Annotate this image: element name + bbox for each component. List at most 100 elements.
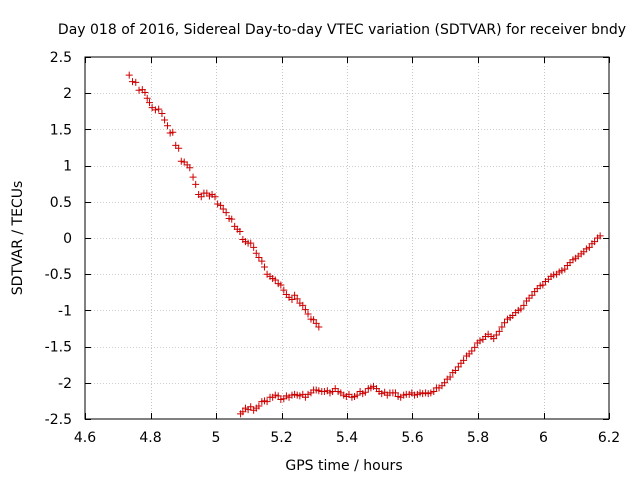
data-point: [161, 116, 169, 124]
data-point: [391, 389, 399, 397]
data-point: [471, 343, 479, 351]
data-point: [310, 316, 318, 324]
data-point: [353, 391, 361, 399]
data-point: [460, 356, 468, 364]
data-point: [169, 128, 177, 136]
data-point: [236, 227, 244, 235]
data-point: [525, 294, 533, 302]
data-point: [299, 301, 307, 309]
y-tick-label: -0.5: [45, 267, 72, 283]
data-point: [143, 94, 151, 102]
data-point: [228, 215, 236, 223]
data-point: [596, 232, 604, 240]
data-point: [331, 385, 339, 393]
data-point: [277, 281, 285, 289]
data-point: [291, 291, 299, 299]
data-point: [177, 157, 185, 165]
data-point: [247, 403, 255, 411]
data-point: [550, 271, 558, 279]
data-point: [186, 164, 194, 172]
data-point: [315, 323, 323, 331]
data-point: [141, 88, 149, 96]
data-point: [172, 141, 180, 149]
data-point: [151, 106, 159, 114]
data-point: [288, 296, 296, 304]
data-point: [158, 109, 166, 117]
x-axis-label: GPS time / hours: [285, 458, 402, 474]
x-tick-label: 4.6: [74, 430, 96, 446]
data-point: [517, 305, 525, 313]
data-point: [495, 327, 503, 335]
data-point: [180, 158, 188, 166]
data-point: [274, 392, 282, 400]
data-point: [304, 310, 312, 318]
data-point: [451, 366, 459, 374]
data-point: [528, 291, 536, 299]
data-point: [558, 267, 566, 275]
x-tick-label: 6.2: [598, 430, 620, 446]
data-point: [189, 173, 197, 181]
x-tick-label: 5.6: [401, 430, 423, 446]
data-point: [410, 391, 418, 399]
data-point: [492, 331, 500, 339]
data-point: [164, 122, 172, 130]
data-point: [582, 245, 590, 253]
data-point: [345, 390, 353, 398]
data-point: [520, 301, 528, 309]
y-tick-label: 0.5: [50, 195, 72, 211]
chart-title: Day 018 of 2016, Sidereal Day-to-day VTE…: [58, 22, 626, 38]
y-tick-label: 0: [63, 231, 72, 247]
data-point: [219, 205, 227, 213]
data-point: [135, 86, 143, 94]
x-tick-label: 5: [212, 430, 221, 446]
y-tick-label: -2: [58, 376, 72, 392]
data-point: [539, 281, 547, 289]
y-tick-label: 2.5: [50, 50, 72, 66]
data-point: [490, 335, 498, 343]
data-point: [263, 398, 271, 406]
x-tick-label: 6: [539, 430, 548, 446]
axis-ticks: 4.6 4.8 5 5.2 5.4 5.6 5.8 6 6.2 -2.5 -2 -1.5 -1 -0.5 0…: [45, 50, 620, 446]
data-point: [222, 209, 230, 217]
y-tick-label: -1.5: [45, 340, 72, 356]
data-point: [378, 390, 386, 398]
x-tick-label: 5.2: [270, 430, 292, 446]
data-point: [454, 363, 462, 371]
y-tick-label: 1: [63, 159, 72, 175]
data-point: [250, 243, 258, 251]
data-point: [146, 99, 154, 107]
data-point: [258, 257, 266, 265]
data-point: [446, 373, 454, 381]
data-point: [132, 78, 140, 86]
data-point: [125, 71, 133, 79]
data-point: [301, 306, 309, 314]
data-point: [304, 390, 312, 398]
data-point: [561, 265, 569, 273]
data-point: [239, 408, 247, 416]
data-point: [468, 347, 476, 355]
data-point: [312, 319, 320, 327]
grid: [85, 57, 609, 419]
data-point: [197, 193, 205, 201]
data-point: [211, 193, 219, 201]
data-point: [155, 105, 163, 113]
data-point: [585, 243, 593, 251]
data-point: [192, 180, 200, 188]
x-tick-label: 5.4: [336, 430, 358, 446]
data-point: [255, 254, 263, 262]
data-point: [128, 78, 136, 86]
data-points: [125, 71, 604, 418]
y-tick-label: -2.5: [45, 412, 72, 428]
data-point: [280, 286, 288, 294]
data-point: [315, 387, 323, 395]
data-point: [255, 402, 263, 410]
data-point: [533, 285, 541, 293]
data-point: [296, 392, 304, 400]
data-point: [271, 391, 279, 399]
data-point: [476, 337, 484, 345]
data-point: [498, 323, 506, 331]
data-point: [175, 144, 183, 152]
data-point: [271, 276, 279, 284]
data-point: [277, 395, 285, 403]
